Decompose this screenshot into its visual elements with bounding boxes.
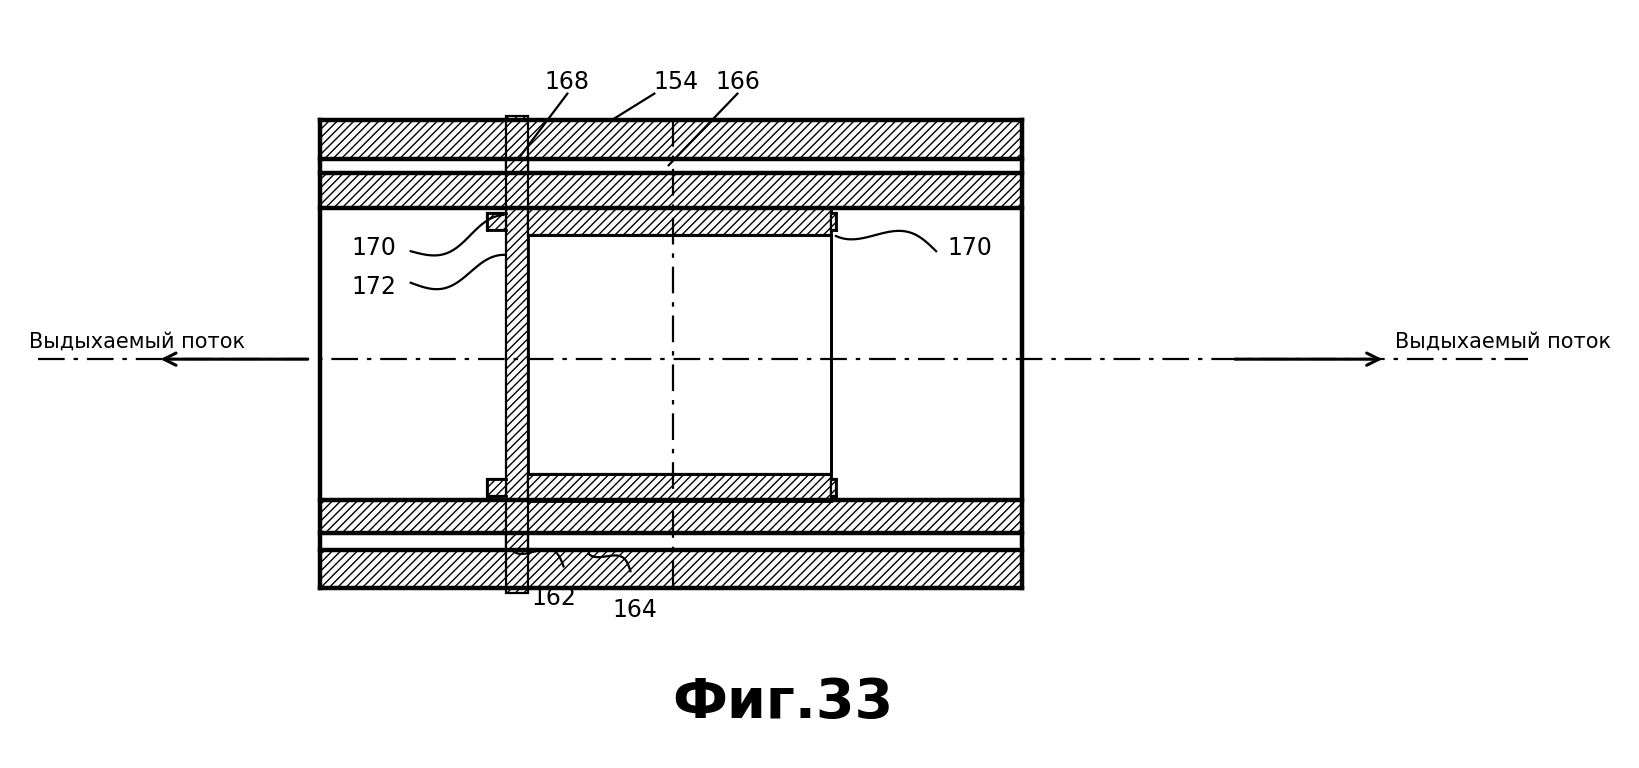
Bar [528,474,831,501]
Text: 170: 170 [947,237,992,260]
Bar [831,213,836,230]
Text: 172: 172 [351,275,397,299]
Bar [320,121,1021,158]
Text: 164: 164 [613,598,657,622]
Text: Фиг.33: Фиг.33 [672,676,893,730]
Text: 154: 154 [654,70,698,94]
Bar [487,478,506,496]
Bar [320,173,1021,208]
Bar [320,499,1021,533]
Bar [506,158,528,173]
Bar [528,208,831,235]
Text: 168: 168 [544,70,590,94]
Text: 162: 162 [531,585,577,610]
Text: 166: 166 [715,70,759,94]
Bar [487,213,506,230]
Bar [506,533,528,550]
Bar [528,235,831,474]
Bar [831,478,836,496]
Text: Выдыхаемый поток: Выдыхаемый поток [28,332,244,352]
Bar [506,533,528,550]
Bar [506,115,528,593]
Text: Выдыхаемый поток: Выдыхаемый поток [1393,332,1609,352]
Bar [320,550,1021,588]
Bar [506,158,528,173]
Text: 170: 170 [351,237,397,260]
